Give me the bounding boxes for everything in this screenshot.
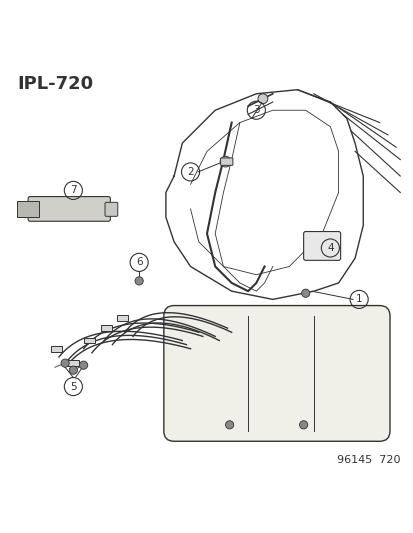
Circle shape xyxy=(61,359,69,367)
Text: 7: 7 xyxy=(70,185,76,196)
Circle shape xyxy=(135,277,143,285)
FancyBboxPatch shape xyxy=(105,203,117,216)
Circle shape xyxy=(79,361,88,369)
Circle shape xyxy=(69,366,77,374)
FancyBboxPatch shape xyxy=(17,201,39,217)
Circle shape xyxy=(257,94,267,103)
Text: 2: 2 xyxy=(187,167,193,177)
FancyBboxPatch shape xyxy=(28,197,110,221)
Circle shape xyxy=(225,421,233,429)
Text: IPL-720: IPL-720 xyxy=(18,75,94,93)
FancyBboxPatch shape xyxy=(51,346,62,352)
Text: 4: 4 xyxy=(326,243,333,253)
FancyBboxPatch shape xyxy=(68,360,79,366)
Text: 96145  720: 96145 720 xyxy=(336,455,399,465)
Text: 6: 6 xyxy=(135,257,142,268)
FancyBboxPatch shape xyxy=(164,305,389,441)
FancyBboxPatch shape xyxy=(303,231,340,260)
FancyBboxPatch shape xyxy=(117,315,128,321)
Circle shape xyxy=(301,289,309,297)
Text: 1: 1 xyxy=(355,294,362,304)
Circle shape xyxy=(220,156,230,167)
FancyBboxPatch shape xyxy=(220,158,233,165)
FancyBboxPatch shape xyxy=(100,325,112,331)
Text: 5: 5 xyxy=(70,382,76,392)
FancyBboxPatch shape xyxy=(84,337,95,343)
Circle shape xyxy=(299,421,307,429)
Text: 3: 3 xyxy=(252,105,259,115)
